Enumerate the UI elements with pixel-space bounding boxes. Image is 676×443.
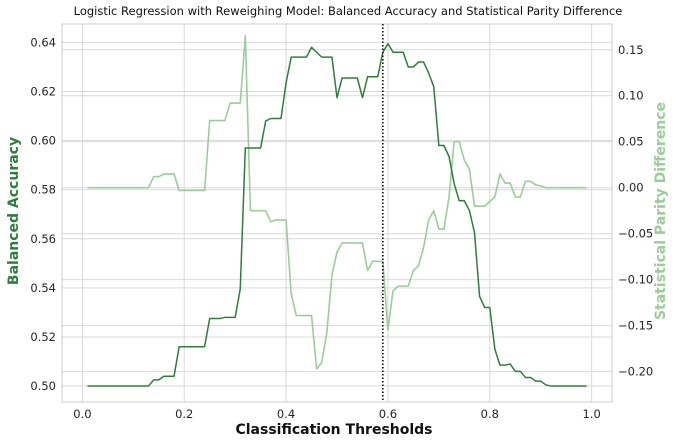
series-line-statistical-parity-difference: [87, 35, 587, 370]
y-right-tick-label: −0.15: [618, 319, 653, 333]
y-right-tick-label: −0.20: [618, 365, 653, 379]
x-tick-label: 0.2: [175, 407, 193, 421]
chart-title: Logistic Regression with Reweighing Mode…: [74, 4, 623, 18]
y-left-tick-label: 0.52: [30, 330, 56, 344]
tick-labels: 0.0 0.2 0.4 0.6 0.8 1.0 0.50 0.52 0.54 0.56 0.58 0.…: [30, 35, 653, 421]
x-tick-label: 1.0: [582, 407, 600, 421]
x-tick-label: 0.4: [277, 407, 295, 421]
y-right-tick-label: 0.00: [618, 181, 644, 195]
y-right-tick-label: 0.15: [618, 43, 644, 57]
y-left-tick-label: 0.54: [30, 281, 56, 295]
y-right-tick-label: 0.05: [618, 135, 644, 149]
y-right-tick-label: 0.10: [618, 89, 644, 103]
plot-frame: [61, 23, 613, 403]
x-tick-label: 0.8: [481, 407, 499, 421]
y-left-tick-label: 0.50: [30, 379, 56, 393]
x-tick-label: 0.0: [73, 407, 91, 421]
y-left-tick-label: 0.58: [30, 183, 56, 197]
y-right-tick-label: −0.10: [618, 273, 653, 287]
y-left-tick-label: 0.62: [30, 85, 56, 99]
series-lines: [87, 24, 587, 402]
grid: [62, 24, 612, 402]
x-tick-label: 0.6: [379, 407, 397, 421]
x-axis-label: Classification Thresholds: [235, 422, 432, 438]
y-right-tick-label: −0.05: [618, 227, 653, 241]
series-line-balanced-accuracy: [87, 42, 587, 387]
y-axis-label-right: Statistical Parity Difference: [653, 102, 669, 320]
y-left-tick-label: 0.60: [30, 134, 56, 148]
y-axis-label-left: Balanced Accuracy: [6, 137, 22, 285]
y-left-tick-label: 0.56: [30, 232, 56, 246]
y-left-tick-label: 0.64: [30, 35, 56, 49]
